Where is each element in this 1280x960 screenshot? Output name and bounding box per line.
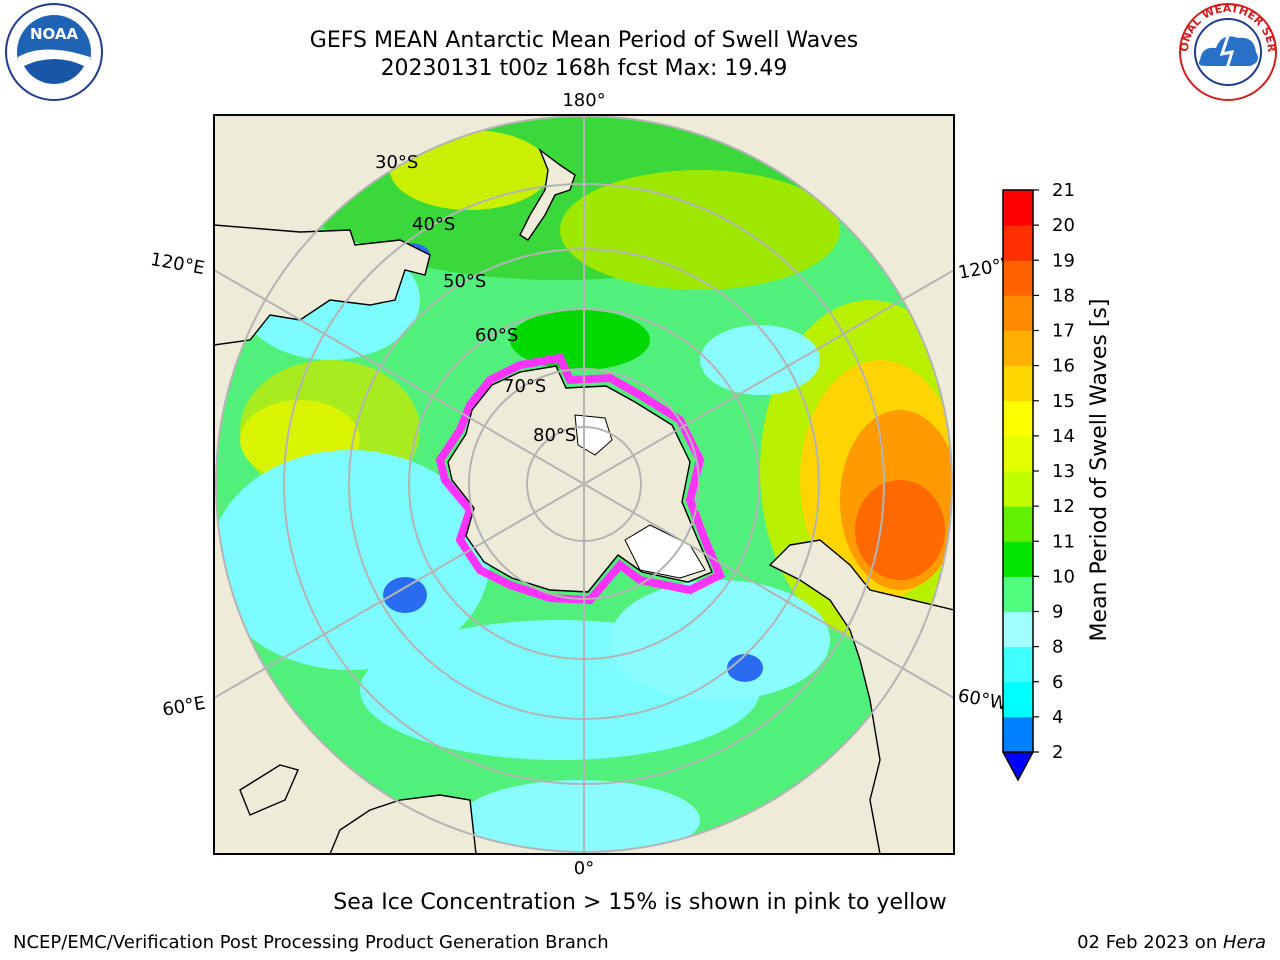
- lat-label-50s: 50°S: [443, 271, 486, 292]
- footer-date-text: 02 Feb 2023 on: [1077, 932, 1223, 953]
- lon-label-180: 180°: [562, 90, 605, 111]
- chart-title: GEFS MEAN Antarctic Mean Period of Swell…: [309, 28, 859, 53]
- colorbar-segment: [1003, 400, 1033, 437]
- colorbar-segment: [1003, 541, 1033, 577]
- colorbar-segment: [1003, 330, 1033, 367]
- lat-label-70s: 70°S: [503, 376, 546, 397]
- colorbar-segment: [1003, 365, 1033, 402]
- colorbar-extend-triangle: [1001, 751, 1035, 782]
- colorbar-segment: [1003, 716, 1033, 753]
- colorbar-tick-label: 15: [1052, 391, 1075, 412]
- lon-label-60w: 60°W: [956, 685, 1009, 714]
- footer-date: 02 Feb 2023 on Hera: [1077, 932, 1266, 953]
- colorbar: 2 4 6 8 9 10 11 12 13 14 15 16 17 18 19 20 21: [1001, 180, 1075, 782]
- colorbar-tick-label: 19: [1052, 250, 1075, 271]
- colorbar-tick-label: 16: [1052, 356, 1075, 377]
- colorbar-tick-label: 10: [1052, 566, 1075, 587]
- colorbar-tick-label: 2: [1052, 742, 1063, 763]
- land-madagascar: [239, 764, 299, 816]
- colorbar-tick-label: 14: [1052, 426, 1075, 447]
- colorbar-tick-label: 20: [1052, 215, 1075, 236]
- colorbar-segment: [1003, 611, 1033, 648]
- land-africa: [329, 794, 477, 854]
- colorbar-segment: [1003, 681, 1033, 718]
- lat-label-30s: 30°S: [375, 152, 418, 173]
- noaa-logo: NOAA: [5, 3, 103, 101]
- colorbar-tick-label: 4: [1052, 707, 1063, 728]
- national-weather-service-logo: NATIONAL WEATHER SERVICE: [1178, 2, 1278, 101]
- lon-label-0: 0°: [574, 858, 594, 879]
- lat-label-60s: 60°S: [475, 325, 518, 346]
- sea-ice-rim: [435, 353, 726, 605]
- lon-label-60e: 60°E: [161, 693, 207, 721]
- colorbar-segment: [1003, 295, 1033, 331]
- colorbar-segment: [1003, 190, 1033, 226]
- colorbar-segment: [1003, 225, 1033, 261]
- chart-subtitle: 20230131 t00z 168h fcst Max: 19.49: [380, 56, 788, 81]
- colorbar-segment: [1003, 471, 1033, 507]
- land-south-america: [768, 539, 954, 854]
- lon-label-120e: 120°E: [149, 249, 207, 279]
- colorbar-tick-label: 18: [1052, 285, 1075, 306]
- colorbar-label: Mean Period of Swell Waves [s]: [1087, 299, 1112, 642]
- colorbar-tick-label: 13: [1052, 461, 1075, 482]
- svg-text:NOAA: NOAA: [30, 25, 79, 43]
- colorbar-segment: [1003, 260, 1033, 296]
- colorbar-tick-label: 12: [1052, 496, 1075, 517]
- colorbar-segment: [1003, 506, 1033, 542]
- map-frame: [213, 114, 955, 855]
- colorbar-segment: [1003, 646, 1033, 683]
- footer-host: Hera: [1222, 932, 1266, 953]
- colorbar-tick-label: 17: [1052, 321, 1075, 342]
- land-australia: [214, 224, 431, 346]
- colorbar-tick-label: 9: [1052, 602, 1063, 623]
- lat-label-40s: 40°S: [412, 214, 455, 235]
- colorbar-segment: [1003, 576, 1033, 612]
- footer-credit: NCEP/EMC/Verification Post Processing Pr…: [13, 932, 609, 953]
- colorbar-tick-label: 8: [1052, 637, 1063, 658]
- colorbar-segment: [1003, 435, 1033, 472]
- colorbar-tick-label: 11: [1052, 531, 1075, 552]
- colorbar-tick-label: 21: [1052, 180, 1075, 201]
- weddell-ice-shelf: [624, 524, 706, 579]
- lat-label-80s: 80°S: [533, 425, 576, 446]
- colorbar-tick-label: 6: [1052, 672, 1063, 693]
- sea-ice-note: Sea Ice Concentration > 15% is shown in …: [333, 890, 947, 915]
